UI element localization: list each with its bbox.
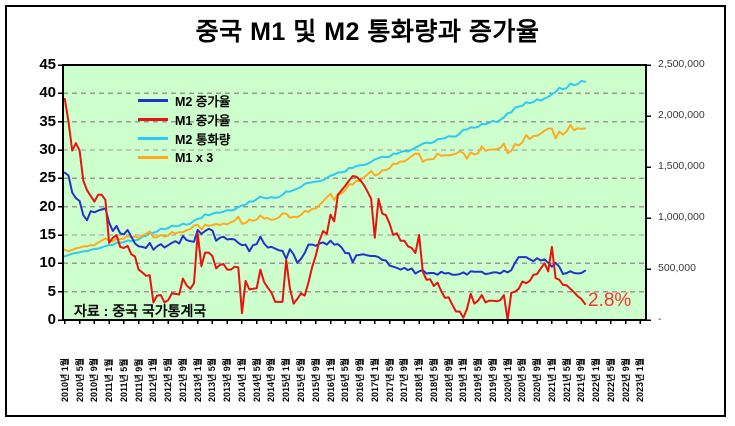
x-axis-label: 2010년 5월 xyxy=(74,357,85,402)
x-axis-label: 2013년 1월 xyxy=(192,357,203,402)
x-axis-label: 2020년 5월 xyxy=(517,357,528,402)
legend-line-swatch-m1x3 xyxy=(138,156,168,159)
x-axis-label: 2017년 1월 xyxy=(369,357,380,402)
right-axis-label: - xyxy=(658,313,662,325)
x-axis-label: 2013년 9월 xyxy=(222,357,233,402)
left-axis-label: 15 xyxy=(39,226,56,243)
x-axis-label: 2015년 5월 xyxy=(295,357,306,402)
left-axis-label: 5 xyxy=(47,282,56,300)
left-axis-label: 20 xyxy=(39,197,56,215)
last-value-annotation: 2.8% xyxy=(588,290,632,311)
x-axis-label: 2018년 5월 xyxy=(428,357,439,402)
legend-item-m2-level: M2 통화량 xyxy=(138,129,230,148)
x-axis-label: 2012년 5월 xyxy=(163,357,174,402)
x-axis-label: 2017년 5월 xyxy=(384,357,395,402)
x-axis-label: 2014년 1월 xyxy=(236,357,247,402)
x-axis-label: 2014년 9월 xyxy=(266,357,277,402)
left-axis-label: 40 xyxy=(39,84,56,102)
x-axis-label: 2012년 1월 xyxy=(148,357,159,402)
x-axis-label: 2016년 1월 xyxy=(325,357,336,402)
x-axis-label: 2016년 5월 xyxy=(340,357,351,402)
left-axis-label: 45 xyxy=(39,56,56,73)
right-axis-label: 2,500,000 xyxy=(658,58,705,70)
legend-label-m1x3: M1 x 3 xyxy=(175,150,214,165)
legend-line-swatch-m2-growth xyxy=(138,99,168,102)
legend-line-swatch-m1-growth xyxy=(138,118,168,121)
x-axis-label: 2013년 5월 xyxy=(207,357,218,402)
x-axis-label: 2017년 9월 xyxy=(399,357,410,402)
legend-label-m2-level: M2 통화량 xyxy=(175,133,231,147)
chart-title: 중국 M1 및 M2 통화량과 증가율 xyxy=(195,18,540,46)
x-axis-label: 2014년 5월 xyxy=(251,357,262,402)
x-axis-label: 2020년 9월 xyxy=(532,357,543,402)
x-axis-label: 2011년 5월 xyxy=(118,358,129,402)
right-axis-label: 1,500,000 xyxy=(658,160,705,172)
legend-item-m1-growth: M1 증가율 xyxy=(138,110,230,129)
x-axis-label: 2015년 1월 xyxy=(281,357,292,402)
x-axis-label: 2010년 9월 xyxy=(89,357,100,402)
legend: M2 증가율 M1 증가율 M2 통화량 M1 x 3 xyxy=(138,91,230,167)
x-axis-label: 2019년 5월 xyxy=(473,357,484,402)
source-note: 자료 : 중국 국가통계국 xyxy=(74,303,207,319)
x-axis-label: 2019년 9월 xyxy=(487,357,498,402)
x-axis-label: 2011년 9월 xyxy=(133,358,144,402)
x-axis-label: 2021년 1월 xyxy=(546,357,557,402)
x-axis-label: 2021년 9월 xyxy=(576,357,587,402)
right-axis-label: 500,000 xyxy=(658,262,696,274)
legend-line-swatch-m2-level xyxy=(138,137,168,140)
x-axis-label: 2018년 1월 xyxy=(414,357,425,402)
x-axis-label: 2012년 9월 xyxy=(177,357,188,402)
x-axis-label: 2010년 1월 xyxy=(59,357,70,402)
x-axis-label: 2016년 9월 xyxy=(355,357,366,402)
legend-item-m2-growth: M2 증가율 xyxy=(138,91,230,110)
x-axis-label: 2022년 9월 xyxy=(620,357,631,402)
x-axis-label: 2015년 9월 xyxy=(310,357,321,402)
x-axis-label: 2011년 1월 xyxy=(104,358,115,402)
x-axis-label: 2018년 9월 xyxy=(443,357,454,402)
left-axis-label: 25 xyxy=(39,169,56,187)
x-axis-label: 2019년 1월 xyxy=(458,357,469,402)
left-axis-label: 0 xyxy=(47,311,56,328)
x-axis-label: 2023년 1월 xyxy=(635,357,646,402)
left-axis-label: 10 xyxy=(39,254,56,272)
x-axis-label: 2022년 1월 xyxy=(591,357,602,402)
x-axis-label: 2022년 5월 xyxy=(605,357,616,402)
figure-border xyxy=(5,5,726,417)
legend-item-m1x3: M1 x 3 xyxy=(138,148,230,167)
left-axis-label: 35 xyxy=(39,112,56,130)
right-axis-label: 2,000,000 xyxy=(658,109,705,121)
right-axis-label: 1,000,000 xyxy=(658,211,705,223)
left-axis-label: 30 xyxy=(39,141,56,158)
x-axis-label: 2021년 5월 xyxy=(561,357,572,402)
legend-label-m1-growth: M1 증가율 xyxy=(175,114,231,128)
x-axis-label: 2020년 1월 xyxy=(502,357,513,402)
legend-label-m2-growth: M2 증가율 xyxy=(175,95,231,109)
